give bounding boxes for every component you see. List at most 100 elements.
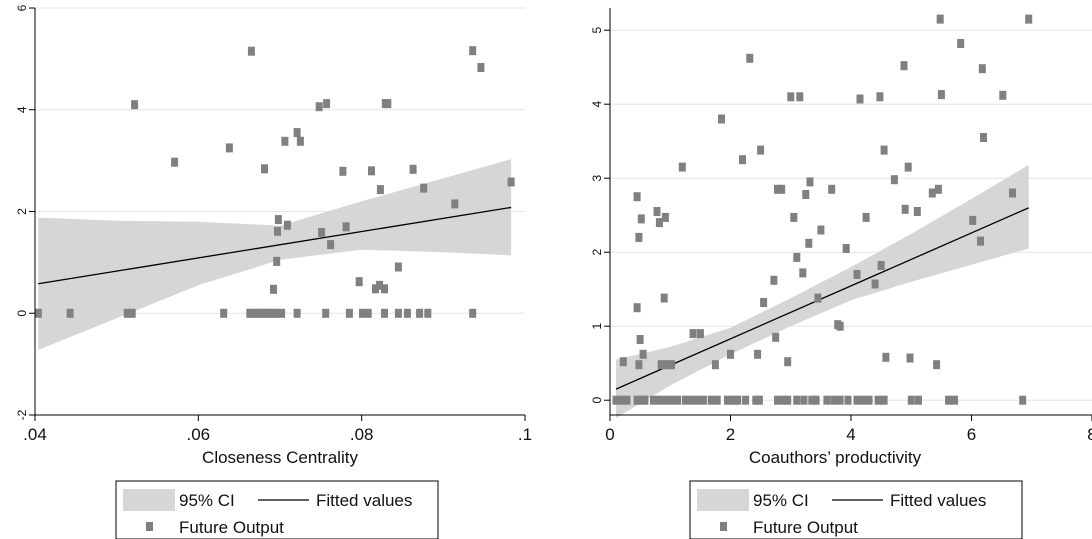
right-data-point — [842, 244, 850, 253]
left-data-point — [345, 308, 353, 318]
right-data-point — [862, 212, 870, 222]
right-data-point — [871, 279, 879, 289]
right-ci-band — [616, 164, 1029, 418]
right-data-point — [713, 395, 721, 405]
right-data-point — [637, 214, 645, 224]
right-data-point — [817, 225, 825, 235]
left-legend: 95% CI Fitted values Future Output — [115, 480, 439, 539]
right-data-point — [784, 357, 792, 367]
right-data-point — [681, 395, 689, 405]
left-data-point — [225, 143, 233, 153]
right-data-point — [739, 155, 746, 165]
left-data-point — [403, 308, 411, 318]
right-data-point — [612, 395, 620, 405]
right-data-point — [707, 395, 715, 405]
right-data-point — [633, 303, 641, 313]
right-y-tick-label: 2 — [590, 249, 604, 256]
left-data-point — [394, 262, 402, 272]
left-data-point — [469, 308, 477, 318]
right-data-point — [693, 395, 701, 405]
right-data-point — [746, 53, 754, 63]
right-data-point — [653, 207, 661, 216]
left-data-point — [322, 308, 330, 318]
right-data-point — [780, 395, 787, 405]
right-data-point — [668, 360, 675, 370]
left-data-point — [66, 308, 74, 318]
right-data-point — [808, 395, 816, 405]
left-ci-band — [38, 159, 512, 350]
left-y-tick-label: -2 — [15, 409, 29, 420]
left-data-point — [270, 284, 277, 294]
left-data-point — [247, 46, 255, 56]
right-y-tick-label: 4 — [590, 101, 604, 108]
right-data-point — [668, 395, 675, 405]
left-data-point — [359, 308, 366, 318]
left-y-tick-label: 6 — [15, 4, 29, 11]
right-data-point — [635, 360, 643, 370]
left-data-point — [123, 308, 131, 318]
right-data-point — [657, 360, 665, 370]
right-data-point — [796, 92, 804, 102]
right-data-point — [936, 14, 944, 24]
right-data-point — [619, 357, 627, 367]
right-data-point — [859, 395, 867, 405]
left-data-point — [318, 227, 326, 237]
left-data-point — [451, 199, 459, 209]
left-data-point — [409, 164, 417, 174]
left-data-point — [364, 308, 372, 318]
right-data-point — [853, 395, 861, 405]
right-data-point — [633, 192, 641, 202]
left-data-point — [381, 284, 388, 294]
left-data-point — [220, 308, 228, 318]
right-fit-line-group — [615, 207, 1029, 390]
left-fitted-line — [38, 206, 512, 285]
left-points — [34, 46, 515, 318]
left-data-point — [171, 157, 179, 167]
left-data-point — [293, 308, 301, 318]
left-data-point — [256, 308, 264, 318]
left-data-point — [269, 308, 277, 318]
right-data-point — [784, 395, 792, 405]
right-data-point — [836, 395, 844, 405]
right-data-point — [687, 395, 695, 405]
left-x-tick-label: .04 — [23, 425, 47, 444]
left-data-point — [477, 63, 485, 72]
right-data-point — [913, 207, 921, 216]
left-plot-region — [34, 7, 525, 416]
right-data-point — [880, 395, 888, 405]
left-data-point — [274, 226, 281, 236]
left-data-point — [416, 308, 424, 318]
right-data-point — [969, 215, 977, 225]
right-data-point — [945, 395, 953, 405]
left-data-point — [394, 308, 402, 318]
right-data-point — [772, 332, 780, 342]
right-data-point — [856, 94, 864, 104]
right-data-point — [755, 395, 763, 405]
right-data-point — [754, 349, 762, 359]
right-data-point — [757, 145, 765, 155]
left-data-point — [424, 308, 432, 318]
left-legend-fit-label: Fitted values — [316, 491, 412, 510]
right-data-point — [734, 395, 742, 405]
right-data-point — [639, 349, 647, 359]
right-data-point — [636, 395, 644, 405]
right-data-point — [663, 360, 671, 370]
right-axes: 0 2 4 6 8 0 1 2 3 4 5 — [590, 8, 1092, 444]
right-data-point — [980, 133, 987, 142]
right-data-point — [661, 395, 669, 405]
right-x-tick-label: 2 — [726, 425, 735, 444]
left-data-point — [278, 308, 286, 318]
left-data-point — [420, 183, 428, 193]
right-data-point — [882, 352, 890, 362]
right-data-point — [915, 395, 922, 405]
right-data-point — [770, 275, 778, 285]
left-data-point — [246, 308, 254, 318]
right-data-point — [1019, 395, 1027, 405]
right-data-point — [793, 252, 801, 262]
right-data-point — [865, 395, 873, 405]
right-data-point — [806, 177, 814, 187]
right-data-point — [711, 360, 719, 370]
right-data-point — [742, 395, 750, 405]
right-data-point — [951, 395, 959, 405]
left-data-point — [368, 166, 375, 176]
